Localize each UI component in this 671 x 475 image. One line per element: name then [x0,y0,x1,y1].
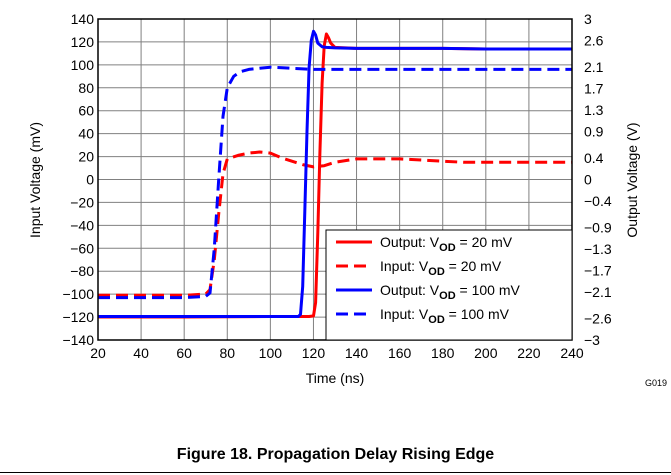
legend-label-1: Input: VOD = 20 mV [380,258,502,278]
x-tick-label: 60 [176,345,192,361]
y-tick-label: −80 [70,263,94,279]
legend-label-2: Output: VOD = 100 mV [380,282,521,302]
legend-label-0: Output: VOD = 20 mV [380,234,513,254]
y2-tick-label: −3 [584,332,600,348]
y2-tick-label: −0.4 [584,193,612,209]
x-tick-label: 180 [431,345,455,361]
y2-tick-label: 0.9 [584,123,604,139]
y2-tick-label: −1.7 [584,262,612,278]
y2-tick-label: 2.1 [584,59,604,75]
y2-tick-label: 0 [584,172,592,188]
legend-items: Output: VOD = 20 mV Input: VOD = 20 mV Out… [336,234,521,326]
y-tick-label: 120 [71,34,95,50]
x-tick-label: 40 [133,345,149,361]
y-axis-label: Input Voltage (mV) [27,122,43,238]
series-line-3 [98,65,572,300]
y2-tick-label: 0.4 [584,150,604,166]
x-tick-label: 120 [302,345,326,361]
x-tick-label: 240 [560,345,584,361]
y2-tick-label: 3 [584,11,592,27]
y-tick-label: −120 [62,309,94,325]
x-tick-label: 140 [345,345,369,361]
y2-tick-label: −2.6 [584,311,612,327]
y2-tick-label: 1.3 [584,102,604,118]
figure-code: G019 [645,378,667,388]
y-tick-label: −40 [70,217,94,233]
legend-box [325,229,573,341]
y-tick-label: 0 [86,172,94,188]
y2-tick-label: 1.7 [584,81,604,97]
series-line-2 [98,29,572,318]
y-tick-labels: 140 120 100 80 60 40 20 0 −20 −40 −60 −80 −100 −120 −1… [62,11,94,348]
x-tick-label: 200 [474,345,498,361]
x-axis-label: Time (ns) [306,370,365,386]
y-tick-label: −60 [70,240,94,256]
y2-tick-label: 2.6 [584,32,604,48]
x-tick-labels: 20 40 60 80 100 120 140 160 180 200 220 240 [90,345,584,361]
legend: Output: VOD = 20 mV Input: VOD = 20 mV Out… [325,229,573,341]
y-tick-label: −100 [62,286,94,302]
x-tick-label: 220 [517,345,541,361]
y-tick-label: 20 [78,149,94,165]
y2-axis-label: Output Voltage (V) [624,122,640,237]
y2-tick-label: −1.3 [584,241,612,257]
figure-caption: Figure 18. Propagation Delay Rising Edge [176,446,495,463]
x-tick-label: 160 [388,345,412,361]
x-tick-label: 80 [219,345,235,361]
y2-tick-label: −2.1 [584,284,612,300]
y-tick-label: 40 [78,126,94,142]
y-tick-label: 100 [71,57,95,73]
y-tick-label: 140 [71,11,95,27]
y-tick-label: 80 [78,80,94,96]
series-layer [98,29,572,319]
x-tick-label: 100 [259,345,283,361]
legend-label-3: Input: VOD = 100 mV [380,306,510,326]
y-tick-label: −20 [70,194,94,210]
y2-tick-labels: 3 2.6 2.1 1.7 1.3 0.9 0.4 0 −0.4 −0.9 −1.3 −1.7 −2.1… [584,11,612,348]
x-tick-label: 20 [90,345,106,361]
y2-tick-label: −0.9 [584,220,612,236]
y-tick-label: 60 [78,103,94,119]
bottom-rule [0,472,671,473]
y-tick-label: −140 [62,332,94,348]
